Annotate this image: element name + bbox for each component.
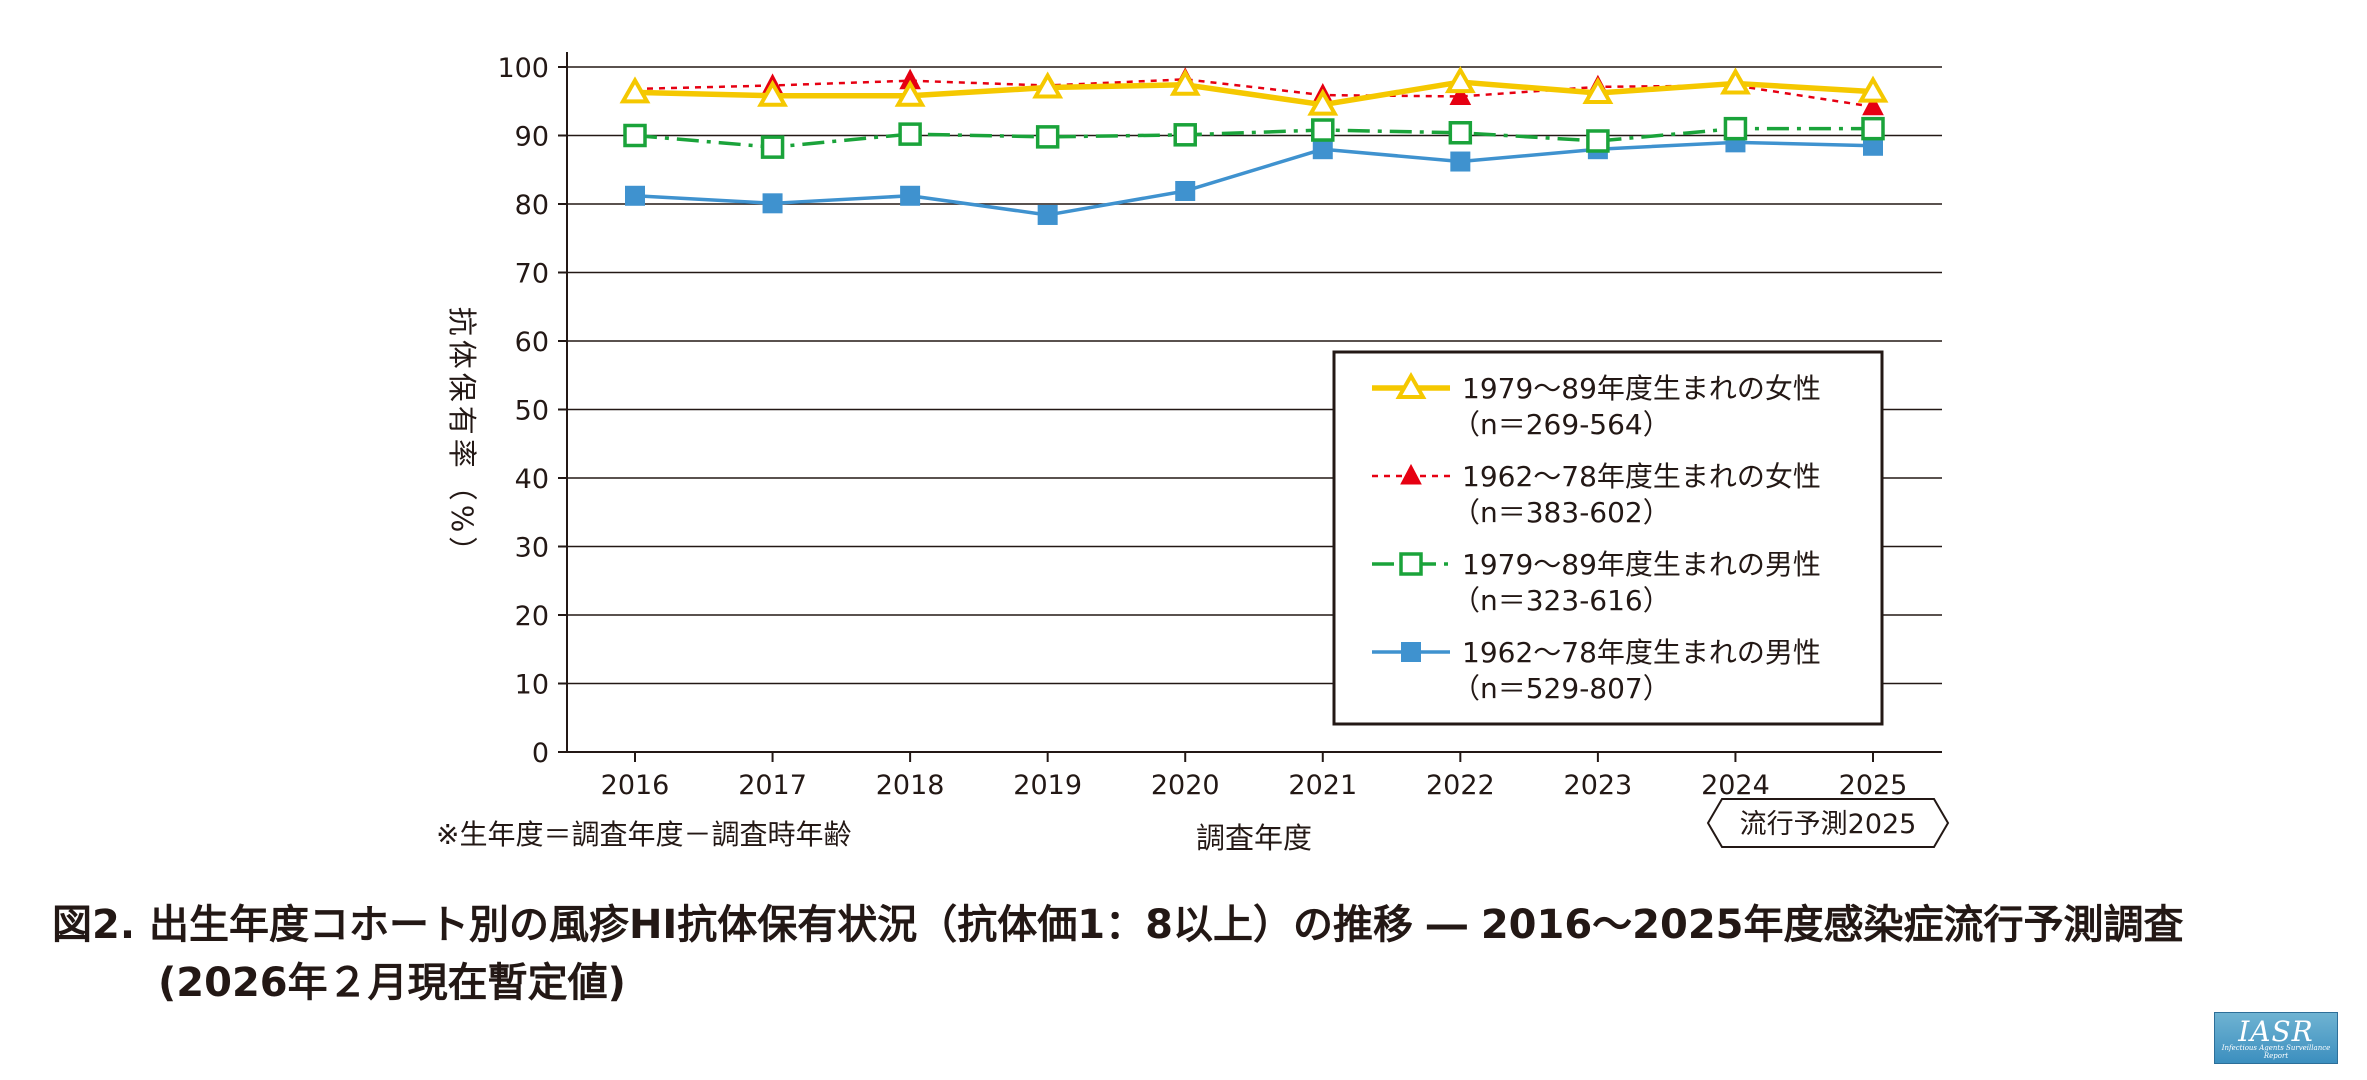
data-point [1312,139,1333,160]
caption-line-2: (2026年２月現在暫定値) [158,960,626,1006]
data-series [619,66,1889,225]
series-line [634,140,1874,217]
data-point [1399,552,1423,576]
data-point [1450,151,1471,172]
data-point [619,76,651,104]
y-tick-label: 40 [515,464,549,495]
y-tick-label: 10 [515,670,549,701]
data-point [898,122,922,146]
series-1 [619,66,1889,116]
y-tick-label: 50 [515,396,549,427]
x-tick-labels: 2016 2017 2018 2019 2020 2021 2022 2023 2024 2025 [601,752,1908,801]
x-tick-label: 2019 [1013,770,1082,801]
x-tick-label: 2023 [1564,770,1633,801]
legend-entry: 1979～89年度生まれの女性（n＝269-564） [1372,371,1821,441]
badge-shape [1706,798,1950,848]
y-tick-label: 0 [532,738,549,769]
y-tick-label: 60 [515,327,549,358]
axes [566,52,1942,753]
figure-caption: 図2. 出生年度コホート別の風疹HI抗体保有状況（抗体価1：8以上）の推移 ― … [52,896,2352,1012]
data-point [625,185,645,206]
x-tick-label: 2024 [1701,770,1770,801]
y-tick-label: 90 [515,122,549,153]
data-point [760,135,785,159]
legend-entry: 1962～78年度生まれの男性（n＝529-807） [1372,636,1821,705]
x-tick-label: 2022 [1426,770,1495,801]
data-point [1173,123,1197,147]
data-point [1586,129,1610,153]
y-tick-labels: 0 10 20 30 40 50 60 70 80 90 100 [497,53,567,769]
legend-entries: 1979～89年度生まれの女性（n＝269-564） 1962～78年度生まれの女… [1372,371,1821,705]
data-point [1307,88,1339,116]
x-tick-label: 2025 [1839,770,1908,801]
data-point [1037,204,1058,225]
y-tick-label: 100 [497,53,549,84]
data-point [1582,76,1614,105]
legend-n: （n＝529-807） [1452,672,1671,705]
data-point [1862,94,1884,116]
y-tick-label: 20 [515,601,549,632]
data-point [1400,463,1422,485]
x-axis-title: 調査年度 [1196,821,1312,855]
series-3 [623,116,1885,159]
x-tick-label: 2018 [876,770,945,801]
survey-badge: 流行予測2025 [1706,798,1950,848]
data-point [1311,118,1335,142]
data-point [1861,116,1885,141]
y-tick-label: 70 [515,259,549,290]
data-point [1723,116,1748,141]
data-point [1169,68,1201,96]
gridlines [567,66,1942,685]
y-axis-title: 抗体保有率（%） [445,307,479,570]
series-4 [625,132,1883,225]
series-line [634,126,1873,149]
footnote: ※生年度＝調査年度－調査時年齢 [436,818,851,851]
x-tick-label: 2021 [1288,770,1357,801]
data-point [1863,135,1883,156]
caption-line-1: 図2. 出生年度コホート別の風疹HI抗体保有状況（抗体価1：8以上）の推移 ― … [52,902,2184,948]
legend-label: 1962～78年度生まれの男性 [1462,636,1821,669]
badge-label: 流行予測2025 [1740,809,1917,840]
legend-n: （n＝323-616） [1452,584,1671,617]
y-tick-label: 30 [515,533,549,564]
iasr-logo: IASR Infectious Agents Surveillance Repo… [2214,1012,2338,1064]
iasr-logo-text: IASR [2238,1015,2314,1048]
series-line [634,79,1874,108]
x-tick-label: 2016 [601,770,670,801]
legend-box [1332,350,1884,726]
data-point [1857,75,1889,103]
data-point [762,193,783,214]
data-point [894,79,926,107]
data-point [1032,71,1064,99]
data-point [900,185,921,206]
x-tick-label: 2017 [738,770,807,801]
legend-n: （n＝269-564） [1452,408,1671,441]
legend-n: （n＝383-602） [1452,496,1671,529]
y-tick-label: 80 [515,190,549,221]
data-point [1035,125,1060,149]
data-point [1448,121,1473,145]
x-tick-label: 2020 [1151,770,1220,801]
data-point [1175,180,1196,201]
data-point [1444,66,1476,94]
data-point [1395,371,1427,399]
legend-entry: 1962～78年度生まれの女性（n＝383-602） [1372,460,1821,529]
series-2 [624,67,1884,116]
legend-entry: 1979～89年度生まれの男性（n＝323-616） [1372,548,1821,617]
legend: 1979～89年度生まれの女性（n＝269-564） 1962～78年度生まれの女… [1332,350,1884,726]
data-point [1401,642,1421,662]
legend-label: 1979～89年度生まれの女性 [1462,372,1821,405]
data-point [623,123,647,148]
data-point [1719,67,1751,95]
iasr-logo-subtitle: Infectious Agents Surveillance Report [2221,1044,2331,1060]
legend-label: 1979～89年度生まれの男性 [1462,548,1821,581]
data-point [757,79,789,107]
legend-label: 1962～78年度生まれの女性 [1462,460,1821,493]
data-point [1449,84,1472,105]
